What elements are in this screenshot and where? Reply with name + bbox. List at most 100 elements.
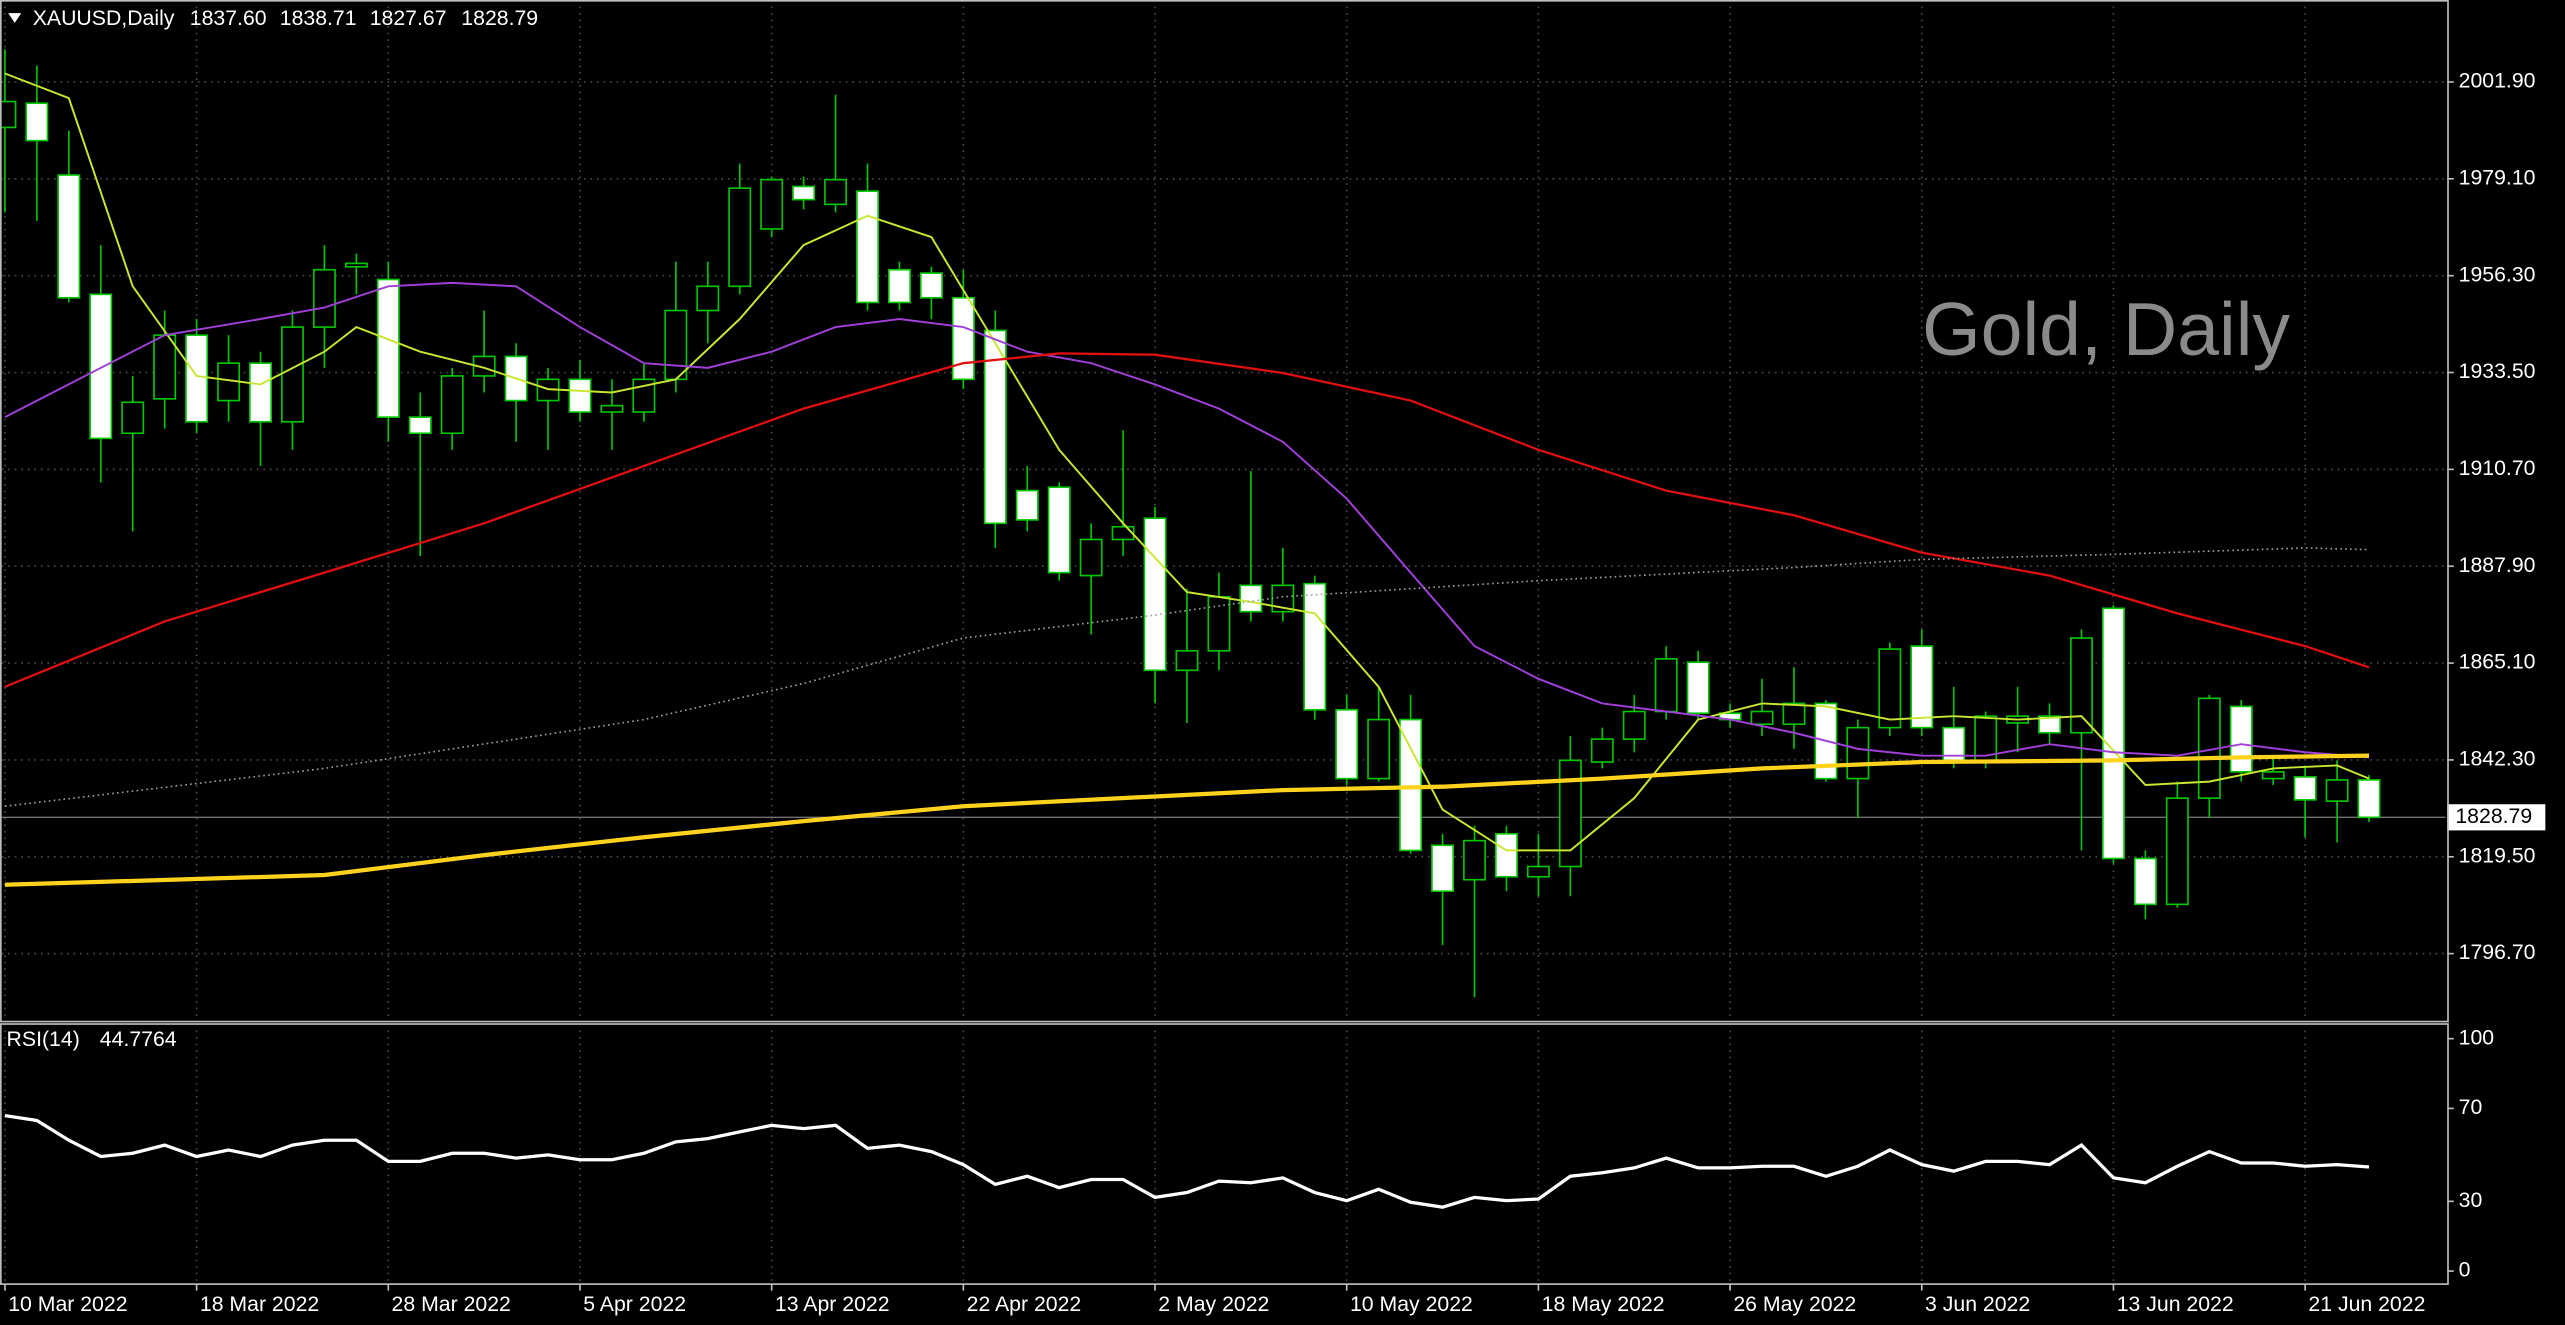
- y-tick-label: 30: [2459, 1188, 2483, 1212]
- candle-body: [25, 102, 49, 142]
- candle-body: [1590, 738, 1614, 763]
- rsi-frame: [0, 1023, 2449, 1285]
- candle-body: [1335, 708, 1359, 780]
- candle-body: [1846, 726, 1870, 780]
- candle-body: [89, 293, 113, 440]
- candle-body: [1495, 833, 1518, 878]
- candle-body: [1526, 865, 1550, 878]
- x-tick-label: 13 Apr 2022: [775, 1292, 890, 1316]
- candle-body: [1782, 702, 1806, 726]
- candle-body: [919, 272, 943, 299]
- candle-body: [249, 362, 272, 423]
- candle-body: [2038, 715, 2062, 734]
- y-tick-label: 1887.90: [2459, 553, 2536, 577]
- y-tick-label: 70: [2459, 1095, 2483, 1119]
- ohlc-low: 1827.67: [370, 6, 447, 30]
- candle-body: [1175, 649, 1199, 672]
- candle-body: [2261, 771, 2285, 780]
- candle-body: [1431, 844, 1455, 893]
- x-tick-label: 10 May 2022: [1350, 1292, 1473, 1316]
- x-tick-label: 28 Mar 2022: [392, 1292, 511, 1316]
- x-tick-label: 3 Jun 2022: [1925, 1292, 2030, 1316]
- x-tick-label: 5 Apr 2022: [583, 1292, 686, 1316]
- candle-body: [1367, 718, 1391, 780]
- candle-body: [856, 190, 879, 304]
- candle-body: [2133, 857, 2157, 906]
- candle-body: [1686, 661, 1710, 715]
- candle-body: [1558, 759, 1582, 868]
- y-tick-label: 1910.70: [2459, 456, 2536, 480]
- y-tick-label: 1933.50: [2459, 359, 2536, 383]
- candle-body: [1463, 839, 1486, 881]
- candle-body: [2102, 607, 2125, 860]
- ohlc-high: 1838.71: [280, 6, 357, 30]
- candle-body: [1143, 517, 1167, 672]
- candle-body: [888, 268, 911, 304]
- candle-body: [1015, 489, 1039, 521]
- y-tick-label: 1956.30: [2459, 262, 2536, 286]
- rsi-line: [4, 1113, 2370, 1209]
- y-tick-label: 2001.90: [2459, 69, 2536, 93]
- candle-body: [568, 378, 592, 413]
- moving-average: [4, 547, 2370, 808]
- moving-average: [4, 281, 2370, 759]
- candle-body: [1, 100, 17, 129]
- candle-body: [2229, 705, 2253, 773]
- candle-body: [1750, 710, 1774, 726]
- candle-body: [1910, 645, 1934, 729]
- candle-body: [983, 329, 1007, 525]
- y-tick-label: 1842.30: [2459, 747, 2536, 771]
- candle-body: [408, 416, 432, 435]
- y-tick-label: 1979.10: [2459, 165, 2536, 189]
- x-tick-label: 13 Jun 2022: [2117, 1292, 2234, 1316]
- y-tick-label: 0: [2459, 1258, 2471, 1282]
- candle-body: [1622, 710, 1646, 740]
- y-tick-label: 1819.50: [2459, 843, 2536, 867]
- candle-body: [440, 375, 464, 435]
- candle-body: [376, 278, 400, 418]
- y-tick-label: 1865.10: [2459, 650, 2536, 674]
- menu-triangle[interactable]: [8, 13, 22, 23]
- candle-body: [344, 262, 368, 268]
- candle-body: [1207, 595, 1231, 652]
- candle-body: [728, 187, 752, 288]
- candle-body: [600, 404, 624, 413]
- price-frame: [0, 0, 2449, 1023]
- candle-body: [760, 178, 784, 230]
- candle-body: [281, 326, 304, 423]
- candle-body: [1047, 486, 1071, 574]
- y-tick-label: 100: [2459, 1025, 2494, 1049]
- rsi-title: RSI(14): [7, 1027, 80, 1051]
- candle-body: [2070, 637, 2093, 734]
- price-panel: [1, 1, 2446, 1020]
- candle-body: [824, 178, 848, 206]
- candle-body: [1079, 538, 1103, 577]
- x-tick-label: 22 Apr 2022: [967, 1292, 1082, 1316]
- x-tick-label: 2 May 2022: [1158, 1292, 1269, 1316]
- candle-body: [121, 401, 145, 435]
- candle-body: [2325, 779, 2349, 802]
- candle-body: [57, 174, 81, 299]
- candle-body: [951, 296, 975, 381]
- candle-body: [1399, 718, 1423, 852]
- candle-body: [2165, 797, 2189, 906]
- candle-body: [312, 268, 336, 328]
- x-tick-label: 21 Jun 2022: [2308, 1292, 2425, 1316]
- candle-body: [792, 185, 816, 201]
- x-tick-label: 10 Mar 2022: [8, 1292, 127, 1316]
- candle-body: [1303, 582, 1327, 711]
- candle-body: [696, 285, 720, 312]
- moving-average: [4, 352, 2370, 688]
- candle-body: [1878, 648, 1902, 729]
- y-tick-label: 1796.70: [2459, 940, 2536, 964]
- moving-average: [4, 72, 2370, 852]
- rsi-value: 44.7764: [100, 1027, 177, 1051]
- candle-body: [153, 334, 177, 400]
- rsi-panel: [4, 1025, 2370, 1283]
- candle-body: [185, 334, 209, 423]
- candle-body: [2293, 776, 2317, 801]
- symbol: XAUUSD,Daily: [33, 6, 175, 30]
- x-tick-label: 18 May 2022: [1542, 1292, 1665, 1316]
